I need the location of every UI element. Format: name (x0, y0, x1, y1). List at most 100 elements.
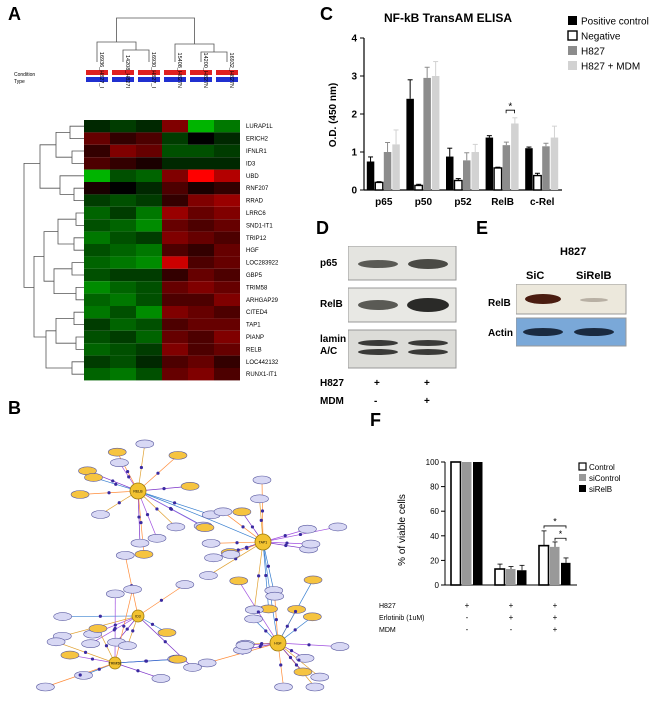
heatmap-cell (162, 306, 188, 319)
f-condition-value: + (553, 613, 558, 622)
f-condition-name: MDM (379, 627, 396, 634)
edge-dot (139, 521, 143, 525)
network-node (303, 612, 322, 622)
heatmap-cell (110, 256, 136, 269)
band-relb-sirelb (580, 298, 608, 302)
heatmap-cell (136, 157, 162, 170)
bar (532, 174, 542, 191)
edge-dot (260, 509, 265, 513)
dendro-branch (71, 262, 84, 276)
bar (493, 167, 503, 191)
heatmap-cell (214, 157, 240, 170)
legend-swatch (568, 16, 577, 25)
edge-dot (283, 533, 287, 538)
edge-dot (136, 669, 140, 673)
f-bar (506, 569, 516, 585)
heatmap-cell (84, 268, 110, 282)
gene-label: RELB (246, 347, 262, 353)
heatmap-cell (136, 132, 162, 145)
heatmap-cell (162, 343, 188, 356)
network-node (252, 475, 272, 485)
panel-label-c: C (320, 4, 333, 24)
f-sig-bracket (554, 537, 567, 541)
bars: * (366, 61, 559, 191)
heatmap-cell (84, 157, 110, 170)
heatmap-cell (214, 144, 240, 158)
heatmap-cell (162, 120, 188, 133)
heatmap-cell (136, 355, 162, 368)
band-label-actin: Actin (488, 328, 513, 339)
edge-dot (298, 532, 303, 537)
network-node (84, 473, 103, 482)
hub-label: HGF (274, 642, 281, 646)
heatmap-cell (188, 244, 214, 257)
network-node (244, 614, 263, 624)
heatmap-cell (214, 231, 240, 244)
f-y-axis-label: % of viable cells (397, 494, 408, 566)
edge-dot (264, 573, 268, 578)
network-node (105, 589, 125, 599)
f-bar (517, 570, 527, 585)
heatmap-cell (84, 318, 110, 331)
heatmap-cell (110, 318, 136, 331)
f-legend-label: siControl (589, 474, 621, 483)
band-relb-lane2 (407, 298, 449, 312)
heatmap-cell (110, 144, 136, 158)
bar (511, 123, 519, 190)
bar (525, 148, 533, 190)
heatmap-cell (110, 194, 136, 207)
heatmap-cell (110, 281, 136, 294)
edge-dot (289, 649, 294, 653)
edge-dot (245, 546, 249, 550)
heatmap-cell (84, 231, 110, 244)
heatmap-cell (214, 268, 240, 282)
f-legend-label: siRelB (589, 485, 612, 494)
network-node (287, 605, 306, 614)
f-condition-value: + (553, 625, 558, 634)
heatmap-cell (136, 206, 162, 220)
condition-bar (86, 70, 108, 75)
f-conditions: H827 + + + Erlotinib (1uM) - + + MDM - - + (379, 601, 558, 634)
heatmap-cell (162, 281, 188, 294)
f-y-tick-label: 100 (426, 458, 440, 467)
edge-dot (294, 663, 299, 667)
type-bar (86, 77, 108, 82)
edge-dot (235, 541, 239, 545)
edge-dot (145, 513, 150, 517)
dendro-branch (75, 336, 84, 350)
network-node (274, 682, 293, 692)
condition-row-label: Condition (14, 72, 35, 78)
network-node (81, 639, 100, 649)
heatmap-cell (136, 330, 162, 344)
legend-label: H827 (581, 47, 605, 58)
heatmap-cell (162, 206, 188, 220)
d-h827-lane1: + (374, 378, 380, 389)
y-tick-label: 2 (351, 110, 357, 121)
f-legend: Control siControl siRelB (578, 462, 621, 494)
heatmap-cell (110, 219, 136, 232)
heatmap-cell (110, 182, 136, 195)
heatmap-cell (136, 318, 162, 331)
f-condition-value: + (553, 601, 558, 610)
edge-dot (169, 507, 174, 511)
gene-label: HGF (246, 248, 259, 254)
hub-node (269, 634, 287, 652)
f-bar (494, 568, 506, 586)
heatmap-cell (162, 368, 188, 381)
heatmap-cell (188, 268, 214, 282)
edge-dot (162, 487, 166, 491)
heatmap-cell (84, 194, 110, 207)
f-y-tick-label: 60 (430, 507, 439, 516)
network-node (330, 642, 350, 651)
heatmap-cell (110, 330, 136, 344)
band-label-relb: RelB (488, 298, 511, 309)
dendro-branch (71, 150, 84, 164)
gene-labels: LURAP1L ERICH2 IFNLR1 ID3 UBD RNF207 RRAD LRRC6… (246, 124, 279, 378)
hub-label: RELB (133, 490, 143, 494)
edge-dot (159, 598, 164, 602)
heatmap-cell (188, 330, 214, 344)
band-actin-sic (523, 328, 563, 336)
heatmap-cell (188, 355, 214, 368)
heatmap-cell (162, 144, 188, 158)
bar (542, 146, 550, 190)
